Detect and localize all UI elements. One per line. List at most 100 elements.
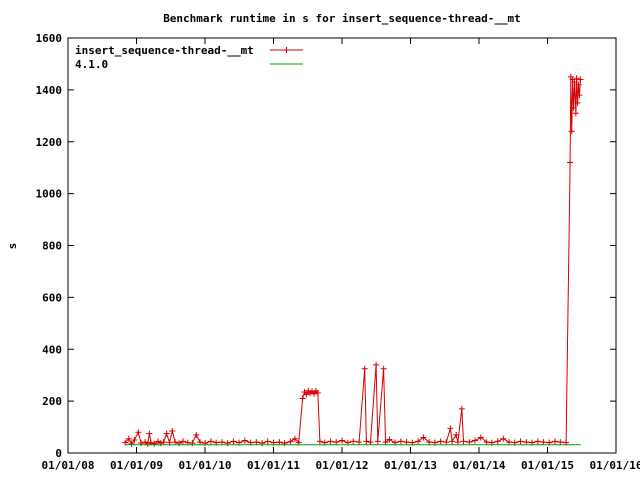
- data-point: [458, 405, 465, 412]
- data-point: [276, 439, 283, 446]
- y-tick-label: 400: [42, 343, 62, 356]
- data-point: [135, 429, 142, 436]
- data-point: [577, 76, 584, 83]
- data-point: [311, 390, 318, 397]
- data-point: [386, 436, 393, 443]
- y-tick-label: 1200: [36, 136, 63, 149]
- data-point: [179, 438, 186, 445]
- data-point: [339, 437, 345, 444]
- data-point: [202, 440, 209, 447]
- legend: insert_sequence-thread-__mt4.1.0: [75, 44, 303, 71]
- data-point: [397, 438, 404, 445]
- legend-marker: [283, 47, 290, 53]
- data-point: [506, 439, 513, 446]
- data-point: [163, 430, 170, 437]
- data-point: [523, 439, 530, 446]
- data-point: [241, 437, 248, 444]
- plot-series: [122, 73, 584, 447]
- x-tick-label: 01/01/16: [590, 459, 640, 472]
- data-point: [500, 435, 507, 442]
- data-point: [373, 361, 380, 368]
- data-point: [420, 434, 427, 441]
- data-point: [128, 440, 135, 447]
- data-point: [333, 439, 340, 446]
- x-tick-label: 01/01/13: [384, 459, 437, 472]
- x-tick-label: 01/01/12: [316, 459, 369, 472]
- data-point: [483, 439, 490, 446]
- data-point: [230, 438, 237, 445]
- data-point: [573, 75, 580, 82]
- y-axis-ticks: 0 200 400 600 800 1000 1200 1400 1600: [36, 32, 616, 460]
- data-point: [380, 365, 387, 372]
- data-point: [403, 439, 410, 446]
- data-point: [540, 439, 547, 446]
- y-tick-label: 1600: [36, 32, 63, 45]
- data-point: [172, 439, 179, 446]
- data-point: [291, 435, 298, 442]
- data-point: [494, 438, 501, 445]
- data-point: [374, 438, 381, 445]
- x-tick-label: 01/01/11: [247, 459, 300, 472]
- data-point: [316, 438, 323, 445]
- data-point: [361, 365, 368, 372]
- data-point: [138, 440, 145, 447]
- data-point: [189, 440, 196, 447]
- data-point: [552, 438, 559, 445]
- series-line-0: [124, 76, 581, 445]
- data-point: [568, 128, 575, 135]
- data-point: [517, 438, 524, 445]
- data-point: [193, 431, 200, 438]
- data-point: [287, 438, 294, 445]
- data-point: [169, 427, 176, 434]
- data-point: [253, 439, 260, 446]
- x-axis-ticks: 01/01/08 01/01/09 01/01/10 01/01/11 01/01/12…: [42, 38, 640, 472]
- data-point: [466, 439, 473, 446]
- chart-title: Benchmark runtime in s for insert_sequen…: [163, 12, 521, 25]
- y-axis-label: s: [6, 243, 19, 250]
- y-tick-label: 600: [42, 291, 62, 304]
- data-point: [477, 434, 484, 441]
- data-point: [570, 105, 577, 112]
- data-point: [453, 431, 460, 438]
- data-point: [327, 438, 334, 445]
- data-point: [350, 438, 357, 445]
- data-point: [426, 439, 433, 446]
- data-point: [574, 99, 581, 106]
- data-point: [259, 440, 266, 447]
- plot-frame: [67, 37, 617, 454]
- x-tick-label: 01/01/10: [179, 459, 232, 472]
- data-point: [437, 438, 444, 445]
- y-tick-label: 800: [42, 240, 62, 253]
- data-point: [264, 438, 271, 445]
- y-tick-label: 200: [42, 395, 62, 408]
- data-point: [415, 438, 422, 445]
- data-point: [303, 391, 310, 398]
- legend-label: 4.1.0: [75, 58, 108, 71]
- data-point: [131, 437, 138, 444]
- x-tick-label: 01/01/15: [521, 459, 574, 472]
- data-point: [281, 440, 288, 447]
- y-tick-label: 1400: [36, 84, 63, 97]
- data-point: [356, 439, 363, 446]
- data-point: [197, 439, 204, 446]
- data-point: [125, 435, 132, 442]
- data-point: [575, 81, 582, 88]
- data-point: [443, 439, 450, 446]
- data-point: [218, 439, 225, 446]
- y-tick-label: 0: [55, 447, 62, 460]
- data-point: [299, 395, 306, 402]
- data-point: [534, 438, 541, 445]
- data-point: [224, 440, 231, 447]
- data-point: [151, 440, 158, 447]
- data-point: [460, 438, 467, 445]
- data-point: [471, 437, 478, 444]
- data-point: [144, 440, 151, 447]
- data-point: [557, 439, 564, 446]
- data-point: [146, 430, 153, 437]
- data-point: [571, 79, 578, 86]
- data-point: [160, 439, 167, 446]
- data-point: [567, 159, 574, 166]
- x-tick-label: 01/01/09: [110, 459, 163, 472]
- x-tick-label: 01/01/08: [42, 459, 95, 472]
